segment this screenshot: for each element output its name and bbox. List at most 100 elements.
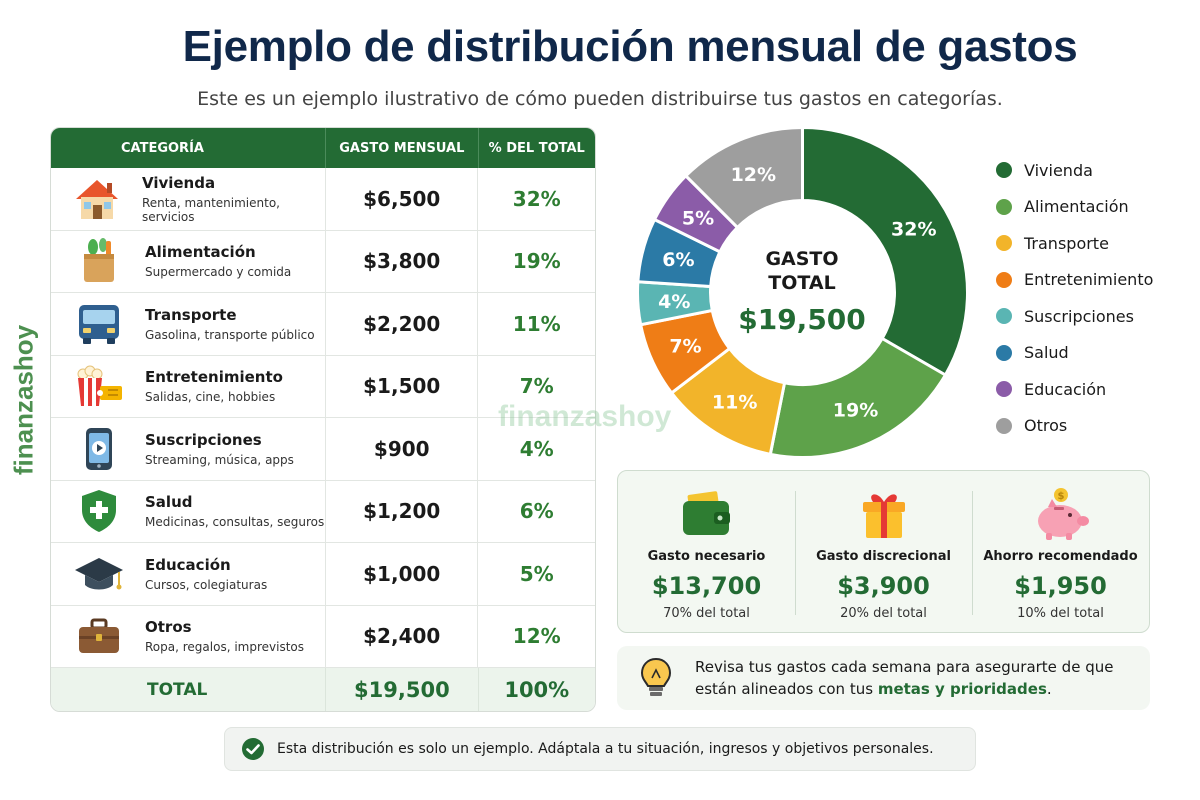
legend-swatch: [996, 417, 1012, 434]
category-amount: $1,000: [326, 543, 479, 605]
summary-card-savings: $ Ahorro recomendado $1,950 10% del tota…: [972, 471, 1149, 632]
tip-box: Revisa tus gastos cada semana para asegu…: [617, 646, 1150, 710]
legend-item: Transporte: [996, 225, 1153, 262]
donut-slice-label: 19%: [833, 400, 878, 422]
center-watermark: finanzashoy: [498, 400, 672, 433]
legend-item: Vivienda: [996, 152, 1153, 189]
summary-label: Gasto necesario: [647, 549, 766, 564]
legend-label: Otros: [1024, 416, 1068, 436]
legend-swatch: [996, 344, 1012, 361]
legend-item: Suscripciones: [996, 298, 1153, 335]
health-shield-icon: [73, 488, 125, 534]
legend-label: Alimentación: [1024, 197, 1129, 217]
legend-label: Vivienda: [1024, 160, 1093, 180]
chart-legend: Vivienda Alimentación Transporte Entretenim…: [996, 152, 1153, 444]
summary-label: Ahorro recomendado: [983, 549, 1138, 564]
category-percent: 6%: [519, 499, 554, 524]
category-desc: Gasolina, transporte público: [145, 327, 315, 342]
page-title: Ejemplo de distribución mensual de gasto…: [182, 22, 1078, 71]
table-row: Otros Ropa, regalos, imprevistos $2,400 1…: [51, 605, 595, 668]
legend-swatch: [996, 162, 1012, 179]
svg-text:$: $: [1057, 491, 1064, 502]
house-icon: [73, 176, 122, 222]
phone-play-icon: [73, 426, 125, 472]
donut-slice-0: [801, 125, 969, 378]
tip-highlight: metas y prioridades: [877, 680, 1047, 698]
legend-item: Salud: [996, 335, 1153, 372]
center-line2: TOTAL: [768, 272, 836, 294]
summary-value: $1,950: [1014, 572, 1107, 600]
donut-slice-7: [683, 125, 804, 230]
summary-value: $3,900: [837, 572, 930, 600]
category-name: Entretenimiento: [145, 368, 283, 387]
check-circle-icon: [241, 737, 265, 761]
header-percent: % DEL TOTAL: [488, 140, 585, 156]
legend-item: Alimentación: [996, 189, 1153, 226]
category-desc: Cursos, colegiaturas: [145, 577, 268, 592]
category-percent: 5%: [519, 561, 554, 586]
page-subtitle: Este es un ejemplo ilustrativo de cómo p…: [197, 88, 1003, 110]
table-header: CATEGORÍA GASTO MENSUAL % DEL TOTAL: [51, 128, 595, 168]
table-row: Salud Medicinas, consultas, seguros $1,20…: [51, 480, 595, 543]
graduation-cap-icon: [73, 551, 125, 597]
table-row: Entretenimiento Salidas, cine, hobbies $1…: [51, 355, 595, 418]
donut-slice-label: 11%: [712, 392, 757, 414]
category-name: Suscripciones: [145, 430, 262, 449]
piggy-bank-icon: $: [1030, 485, 1092, 543]
summary-cards: Gasto necesario $13,700 70% del total Ga…: [617, 470, 1150, 633]
legend-label: Educación: [1024, 379, 1107, 399]
briefcase-icon: [73, 613, 125, 659]
tip-line1: Revisa tus gastos cada semana para asegu…: [695, 658, 1114, 676]
legend-label: Salud: [1024, 343, 1069, 363]
legend-swatch: [996, 308, 1012, 325]
header-category: CATEGORÍA: [51, 128, 327, 168]
donut-slice-label: 32%: [891, 218, 936, 240]
gift-icon: [859, 485, 909, 543]
category-name: Salud: [145, 493, 193, 512]
category-percent: 12%: [512, 624, 561, 649]
summary-card-necessary: Gasto necesario $13,700 70% del total: [618, 471, 795, 632]
legend-swatch: [996, 235, 1012, 252]
donut-chart: 32% 19% 11% 7% 4% 6% 5% 12%: [636, 125, 969, 459]
category-name: Otros: [145, 618, 192, 637]
expenses-table: CATEGORÍA GASTO MENSUAL % DEL TOTAL Vivi…: [50, 127, 596, 712]
category-desc: Streaming, música, apps: [145, 452, 294, 467]
table-row: Educación Cursos, colegiaturas $1,000 5%: [51, 543, 595, 606]
tip-text: Revisa tus gastos cada semana para asegu…: [695, 656, 1113, 700]
tip-line2-start: están alineados con tus: [695, 680, 878, 698]
popcorn-ticket-icon: [73, 363, 125, 409]
header-amount: GASTO MENSUAL: [326, 128, 479, 168]
table-row: Transporte Gasolina, transporte público $…: [51, 293, 595, 356]
disclaimer-note: Esta distribución es solo un ejemplo. Ad…: [224, 727, 976, 771]
category-percent: 7%: [519, 374, 554, 399]
table-row: Suscripciones Streaming, música, apps $90…: [51, 418, 595, 481]
category-amount: $900: [326, 418, 479, 480]
legend-swatch: [996, 271, 1012, 288]
category-amount: $1,200: [326, 480, 479, 542]
donut-slice-label: 7%: [669, 336, 701, 358]
wallet-icon: [680, 485, 734, 543]
total-label: TOTAL: [51, 668, 327, 711]
category-amount: $2,200: [326, 293, 479, 355]
category-percent: 4%: [519, 436, 554, 461]
donut-slice-1: [768, 336, 948, 459]
category-amount: $2,400: [326, 605, 479, 667]
category-desc: Renta, mantenimiento, servicios: [141, 195, 280, 224]
summary-value: $13,700: [651, 572, 762, 600]
category-amount: $1,500: [326, 355, 479, 417]
donut-slice-label: 5%: [682, 208, 714, 230]
donut-center-label: GASTO TOTAL $19,500: [702, 247, 902, 336]
total-amount: $19,500: [326, 668, 479, 711]
legend-swatch: [996, 381, 1012, 398]
summary-label: Gasto discrecional: [816, 549, 951, 564]
legend-label: Suscripciones: [1024, 306, 1134, 326]
table-total-row: TOTAL $19,500 100%: [51, 668, 595, 711]
legend-label: Transporte: [1024, 233, 1109, 253]
category-desc: Supermercado y comida: [145, 265, 292, 280]
center-line1: GASTO: [765, 248, 839, 270]
category-desc: Ropa, regalos, imprevistos: [145, 640, 304, 655]
grocery-bag-icon: [73, 238, 125, 284]
donut-slice-label: 6%: [662, 249, 694, 271]
table-row: Alimentación Supermercado y comida $3,800…: [51, 230, 595, 293]
summary-card-discretionary: Gasto discrecional $3,900 20% del total: [795, 471, 972, 632]
